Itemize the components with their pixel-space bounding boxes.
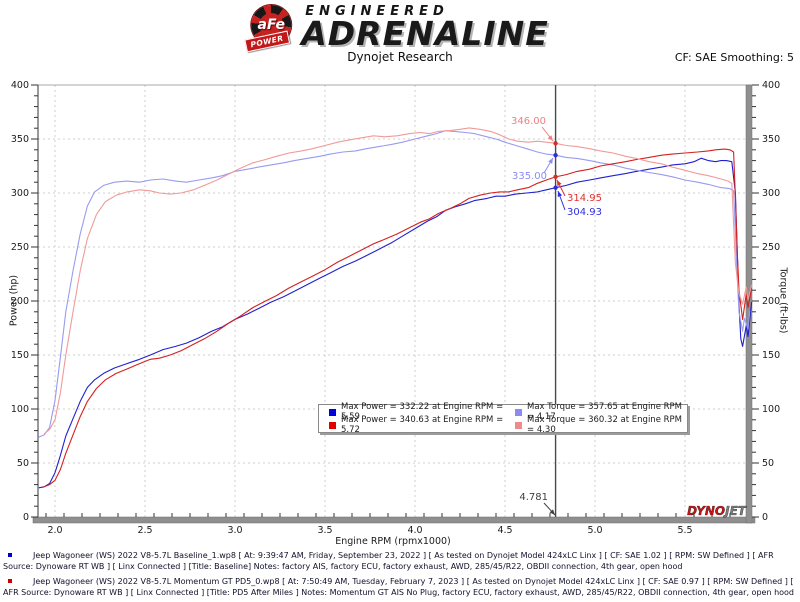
- legend-label: Max Torque = 360.32 at Engine RPM = 4.30: [527, 415, 682, 435]
- afe-logo-text: aFe: [257, 17, 285, 33]
- torque-tick-label: 400: [762, 80, 780, 91]
- annotation-arrowhead: [557, 180, 562, 186]
- axis-ticks: [31, 84, 759, 518]
- rpm-tick-label: 3.0: [227, 525, 242, 536]
- torque-tick-label: 300: [762, 188, 780, 199]
- cursor-marker-dot: [553, 141, 558, 146]
- power-tick-label: 400: [11, 80, 29, 91]
- legend-label: Max Power = 340.63 at Engine RPM = 5.72: [341, 415, 504, 435]
- torque-tick-label: 250: [762, 242, 780, 253]
- footnote-run-baseline: Jeep Wagoneer (WS) 2022 V8-5.7L Baseline…: [0, 550, 797, 572]
- brand-line-adrenaline: ADRENALINE: [301, 14, 549, 53]
- brand-logo: aFe POWER ENGINEERED ADRENALINE: [244, 4, 549, 53]
- torque-tick-label: 100: [762, 404, 780, 415]
- legend-box: Max Power = 332.22 at Engine RPM = 5.59 …: [318, 402, 688, 435]
- power-tick-label: 200: [11, 296, 29, 307]
- footnote-text: Jeep Wagoneer (WS) 2022 V8-5.7L Momentum…: [3, 577, 794, 597]
- rpm-axis-label: Engine RPM (rpmx1000): [335, 536, 451, 547]
- afe-power-logo-icon: aFe POWER: [244, 5, 292, 53]
- power-tick-label: 100: [11, 404, 29, 415]
- gridlines: [38, 85, 748, 517]
- annotation-label: 314.95: [567, 193, 602, 204]
- legend-item-baseline-torque: Max Torque = 357.65 at Engine RPM = 4.17: [505, 402, 685, 422]
- rpm-tick-label: 2.0: [47, 525, 62, 536]
- annotation-label: 335.00: [512, 171, 547, 182]
- annotation-label: 304.93: [567, 207, 602, 218]
- brand-wordmark: ENGINEERED ADRENALINE: [301, 4, 549, 53]
- rpm-tick-label: 5.5: [677, 525, 692, 536]
- run-bullet-icon: [8, 579, 12, 583]
- torque-tick-label: 200: [762, 296, 780, 307]
- cursor-marker-dot: [553, 185, 558, 190]
- cursor-marker-dot: [553, 174, 558, 180]
- power-tick-label: 50: [17, 458, 29, 469]
- legend-swatch-momentum-power: [329, 421, 336, 429]
- smoothing-setting-label: CF: SAE Smoothing: 5: [674, 51, 794, 64]
- legend-label: Max Power = 332.22 at Engine RPM = 5.59: [341, 402, 504, 422]
- annotation-label: 346.00: [511, 116, 546, 127]
- cursor-marker-dot: [553, 153, 558, 158]
- cursor-annotations: 346.00 335.00 314.95 304.93 4.781: [511, 116, 602, 516]
- torque-tick-label: 150: [762, 350, 780, 361]
- torque-tick-label: 350: [762, 134, 780, 145]
- legend-item-momentum-torque: Max Torque = 360.32 at Engine RPM = 4.30: [505, 415, 685, 435]
- footnote-text: Jeep Wagoneer (WS) 2022 V8-5.7L Baseline…: [3, 551, 774, 571]
- power-tick-label: 250: [11, 242, 29, 253]
- annotation-arrowhead: [549, 509, 555, 515]
- x-axis-bar: [32, 516, 756, 524]
- baseline-power-hp-curve: [38, 157, 753, 489]
- power-tick-label: 0: [23, 512, 29, 523]
- legend-swatch-momentum-torque: [515, 421, 522, 429]
- momentum-torque-ftlbs-curve: [43, 127, 753, 435]
- page-title: Dynojet Research: [347, 50, 453, 64]
- dynojet-watermark: DYNOJET: [687, 504, 747, 518]
- footnote-run-momentum: Jeep Wagoneer (WS) 2022 V8-5.7L Momentum…: [0, 576, 797, 598]
- annotation-arrowhead: [548, 158, 553, 164]
- legend-swatch-baseline-power: [329, 408, 336, 416]
- power-tick-label: 300: [11, 188, 29, 199]
- legend-item-baseline-power: Max Power = 332.22 at Engine RPM = 5.59: [319, 402, 505, 422]
- legend-label: Max Torque = 357.65 at Engine RPM = 4.17: [527, 402, 682, 422]
- annotation-label: 4.781: [519, 492, 548, 503]
- power-tick-label: 350: [11, 134, 29, 145]
- dyno-curves: [38, 127, 753, 489]
- rpm-tick-label: 2.5: [137, 525, 152, 536]
- power-axis-label: Power (hp): [8, 274, 20, 327]
- rpm-tick-label: 5.0: [587, 525, 602, 536]
- legend-item-momentum-power: Max Power = 340.63 at Engine RPM = 5.72: [319, 415, 505, 435]
- torque-axis-label: Torque (ft-lbs): [777, 267, 789, 334]
- tick-labels: 0 0 50 50 100 100 150 150 200 200 250 250 300 300 350 3…: [11, 80, 780, 536]
- rpm-tick-label: 4.5: [497, 525, 512, 536]
- baseline-torque-ftlbs-curve: [38, 130, 751, 438]
- annotation-arrowhead: [557, 191, 563, 197]
- run-bullet-icon: [8, 553, 12, 557]
- power-tick-label: 150: [11, 350, 29, 361]
- rpm-tick-label: 4.0: [407, 525, 422, 536]
- momentum-power-hp-curve: [43, 148, 753, 488]
- run-footnotes: Jeep Wagoneer (WS) 2022 V8-5.7L Baseline…: [0, 550, 797, 602]
- torque-tick-label: 0: [762, 512, 768, 523]
- legend-swatch-baseline-torque: [515, 408, 522, 416]
- brand-line-engineered: ENGINEERED: [305, 4, 449, 19]
- annotation-arrowhead: [547, 135, 553, 141]
- rpm-tick-label: 3.5: [317, 525, 332, 536]
- torque-tick-label: 50: [762, 458, 774, 469]
